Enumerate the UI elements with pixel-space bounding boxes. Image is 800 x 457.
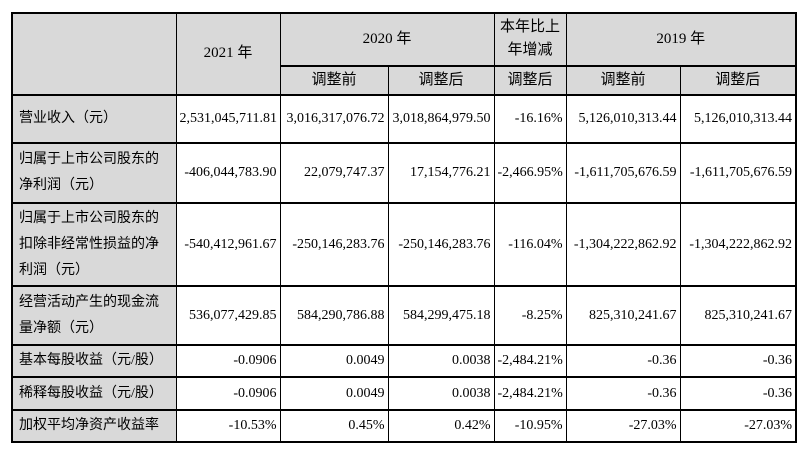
subheader-2019-before: 调整前 xyxy=(565,64,681,96)
table-row-diluted-eps: 稀释每股收益（元/股） -0.0906 0.0049 0.0038 -2,484… xyxy=(11,376,797,412)
cell-2019-after: -1,304,222,862.92 xyxy=(679,201,797,288)
table-row-net-profit: 归属于上市公司股东的净利润（元） -406,044,783.90 22,079,… xyxy=(11,141,797,204)
cell-2021: -0.0906 xyxy=(175,376,281,412)
cell-2019-after: -1,611,705,676.59 xyxy=(679,141,797,204)
cell-2021: -540,412,961.67 xyxy=(175,201,281,288)
cell-2019-before: -27.03% xyxy=(565,409,681,444)
table-row-basic-eps: 基本每股收益（元/股） -0.0906 0.0049 0.0038 -2,484… xyxy=(11,344,797,379)
row-label: 经营活动产生的现金流量净额（元） xyxy=(11,285,177,347)
table-row-weighted-avg-roe: 加权平均净资产收益率 -10.53% 0.45% 0.42% -10.95% -… xyxy=(11,409,797,444)
cell-2020-before: 0.0049 xyxy=(279,344,389,379)
row-label: 稀释每股收益（元/股） xyxy=(11,376,177,412)
table-row-operating-cash-flow: 经营活动产生的现金流量净额（元） 536,077,429.85 584,290,… xyxy=(11,285,797,347)
table-header: 2021 年 2020 年 本年比上年增减 2019 年 调整前 调整后 调整后… xyxy=(11,12,797,96)
table-row-net-profit-excl: 归属于上市公司股东的扣除非经常性损益的净利润（元） -540,412,961.6… xyxy=(11,201,797,288)
cell-2019-after: -0.36 xyxy=(679,376,797,412)
row-label: 加权平均净资产收益率 xyxy=(11,409,177,444)
table-row-revenue: 营业收入（元） 2,531,045,711.81 3,016,317,076.7… xyxy=(11,93,797,144)
col-header-2020: 2020 年 xyxy=(279,12,495,67)
cell-2020-after: -250,146,283.76 xyxy=(387,201,495,288)
row-label: 归属于上市公司股东的净利润（元） xyxy=(11,141,177,204)
header-row-years: 2021 年 2020 年 本年比上年增减 2019 年 xyxy=(11,12,797,96)
cell-2021: -10.53% xyxy=(175,409,281,444)
cell-2020-before: 0.0049 xyxy=(279,376,389,412)
subheader-2019-after: 调整后 xyxy=(679,64,797,96)
cell-2019-before: -1,611,705,676.59 xyxy=(565,141,681,204)
header-row-adjust: 调整前 调整后 调整后 调整前 调整后 xyxy=(12,64,797,96)
col-header-2019: 2019 年 xyxy=(565,12,797,67)
cell-2019-before: -0.36 xyxy=(565,344,681,379)
table-body: 营业收入（元） 2,531,045,711.81 3,016,317,076.7… xyxy=(11,93,797,444)
col-header-2021: 2021 年 xyxy=(175,12,281,96)
corner-cell xyxy=(11,12,177,96)
cell-2019-after: 825,310,241.67 xyxy=(679,285,797,347)
cell-change: -10.95% xyxy=(493,409,567,444)
cell-2019-after: -0.36 xyxy=(679,344,797,379)
subheader-2020-after: 调整后 xyxy=(387,64,495,96)
cell-2019-after: -27.03% xyxy=(679,409,797,444)
cell-2020-before: 3,016,317,076.72 xyxy=(279,93,389,144)
cell-2020-before: 584,290,786.88 xyxy=(279,285,389,347)
financial-summary-table-wrap: 2021 年 2020 年 本年比上年增减 2019 年 调整前 调整后 调整后… xyxy=(11,12,798,444)
cell-change: -116.04% xyxy=(493,201,567,288)
cell-2020-after: 17,154,776.21 xyxy=(387,141,495,204)
cell-2020-after: 3,018,864,979.50 xyxy=(387,93,495,144)
cell-2021: -406,044,783.90 xyxy=(175,141,281,204)
cell-2020-after: 0.0038 xyxy=(387,376,495,412)
cell-2019-before: -1,304,222,862.92 xyxy=(565,201,681,288)
cell-2020-after: 584,299,475.18 xyxy=(387,285,495,347)
cell-2021: 536,077,429.85 xyxy=(175,285,281,347)
cell-2019-before: 825,310,241.67 xyxy=(565,285,681,347)
cell-change: -16.16% xyxy=(493,93,567,144)
subheader-change-after: 调整后 xyxy=(493,64,567,96)
cell-2020-after: 0.0038 xyxy=(387,344,495,379)
cell-2020-before: 22,079,747.37 xyxy=(279,141,389,204)
cell-2020-after: 0.42% xyxy=(387,409,495,444)
cell-change: -2,466.95% xyxy=(493,141,567,204)
subheader-2020-before: 调整前 xyxy=(279,64,389,96)
cell-2021: -0.0906 xyxy=(175,344,281,379)
col-header-change: 本年比上年增减 xyxy=(493,12,567,67)
cell-2019-before: 5,126,010,313.44 xyxy=(565,93,681,144)
row-label: 营业收入（元） xyxy=(11,93,177,144)
cell-2019-before: -0.36 xyxy=(565,376,681,412)
cell-change: -2,484.21% xyxy=(493,376,567,412)
cell-2019-after: 5,126,010,313.44 xyxy=(679,93,797,144)
cell-change: -2,484.21% xyxy=(493,344,567,379)
cell-2020-before: 0.45% xyxy=(279,409,389,444)
cell-2021: 2,531,045,711.81 xyxy=(175,93,281,144)
row-label: 归属于上市公司股东的扣除非经常性损益的净利润（元） xyxy=(11,201,177,288)
row-label: 基本每股收益（元/股） xyxy=(11,344,177,379)
financial-summary-table: 2021 年 2020 年 本年比上年增减 2019 年 调整前 调整后 调整后… xyxy=(11,12,798,444)
cell-change: -8.25% xyxy=(493,285,567,347)
cell-2020-before: -250,146,283.76 xyxy=(279,201,389,288)
